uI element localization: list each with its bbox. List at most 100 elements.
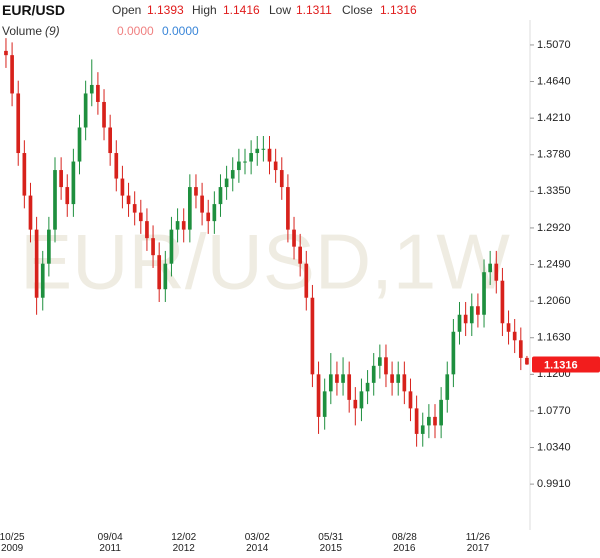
candle-body: [261, 148, 266, 150]
price-tag-label: 1.1316: [544, 359, 578, 371]
x-tick-label: 12/02 2012: [171, 532, 197, 554]
candle-body: [59, 170, 63, 188]
y-tick-label: 1.4640: [537, 75, 571, 87]
candle-body: [200, 195, 204, 213]
candle-body: [53, 170, 57, 230]
candle-body: [126, 195, 131, 205]
candle-body: [482, 272, 486, 315]
candle-body: [377, 357, 382, 366]
candle-body: [28, 195, 33, 230]
x-tick-label: 05/31 2015: [318, 532, 344, 554]
candle-body: [243, 161, 247, 163]
candle-body: [500, 280, 505, 324]
candle-body: [469, 306, 474, 324]
symbol: EUR/USD: [2, 2, 66, 18]
y-tick-label: 1.0340: [537, 441, 571, 453]
candle-body: [114, 153, 119, 179]
candle-body: [414, 408, 419, 434]
candle-body: [494, 263, 499, 281]
price-tag: [532, 356, 600, 373]
y-tick-label: 1.2060: [537, 295, 571, 307]
y-tick-label: 1.1630: [537, 332, 571, 344]
watermark: EUR/USD,1W: [20, 218, 510, 306]
y-tick-label: 1.2920: [537, 222, 571, 234]
candle-body: [328, 374, 333, 392]
y-tick-label: 0.9910: [537, 478, 571, 490]
candle-body: [255, 148, 260, 154]
high-label: High: [192, 3, 217, 17]
candle-body: [212, 204, 217, 222]
candle-body: [34, 229, 39, 298]
volume-period: (9): [45, 24, 60, 38]
open-label: Open: [112, 3, 142, 17]
candle-body: [77, 127, 82, 162]
candle-body: [273, 161, 278, 171]
candle-body: [194, 187, 198, 196]
candle-body: [488, 263, 492, 273]
y-tick-label: 1.5070: [537, 39, 571, 51]
candle-body: [525, 357, 529, 365]
candle-body: [445, 374, 450, 400]
close-value: 1.1316: [380, 3, 417, 17]
volume-label: Volume: [2, 24, 43, 38]
volume-value: 0.0000: [162, 24, 199, 38]
candle-body: [427, 416, 431, 426]
candle-body: [457, 314, 462, 332]
candle-body: [138, 212, 143, 222]
candle-body: [316, 374, 321, 417]
candle-body: [433, 416, 437, 426]
candle-body: [10, 55, 14, 94]
candle-body: [476, 306, 480, 315]
candle-body: [286, 187, 290, 230]
candle-body: [267, 148, 272, 162]
high-value: 1.1416: [223, 3, 260, 17]
candle-body: [132, 204, 137, 213]
candle-body: [347, 374, 352, 400]
candle-body: [206, 212, 211, 222]
y-tick-label: 1.2490: [537, 258, 571, 270]
candle-body: [335, 374, 339, 383]
y-tick-label: 1.0770: [537, 405, 571, 417]
candle-body: [237, 161, 241, 171]
x-tick-label: 03/02 2014: [244, 532, 270, 554]
candle-body: [83, 93, 88, 128]
candle-body: [181, 221, 186, 230]
candle-body: [71, 161, 76, 205]
candle-body: [420, 425, 425, 434]
candle-body: [157, 255, 162, 290]
candle-body: [384, 357, 388, 375]
candle-body: [451, 331, 456, 375]
candle-body: [169, 229, 174, 264]
candle-body: [304, 263, 309, 298]
candle-body: [341, 374, 345, 383]
low-value: 1.1311: [296, 3, 332, 17]
candle-body: [322, 391, 327, 417]
candle-body: [22, 153, 27, 196]
candle-body: [359, 391, 364, 409]
candle-body: [310, 297, 315, 375]
candle-body: [279, 170, 284, 188]
candle-body: [151, 238, 155, 256]
candle-body: [390, 374, 394, 383]
candle-body: [463, 314, 468, 324]
candle-body: [65, 187, 70, 205]
y-tick-label: 1.4210: [537, 112, 571, 124]
candle-body: [230, 170, 235, 179]
candle-body: [506, 323, 511, 332]
candle-body: [163, 263, 168, 290]
candle-body: [365, 382, 370, 392]
candle-body: [96, 84, 100, 102]
candle-body: [396, 374, 401, 383]
candle-body: [89, 84, 94, 94]
candle-body: [4, 50, 8, 56]
candle-body: [408, 391, 413, 409]
candle-body: [145, 221, 149, 239]
candle-body: [47, 229, 51, 264]
candle-body: [218, 187, 223, 205]
open-value: 1.1393: [147, 3, 184, 17]
candle-body: [512, 331, 517, 341]
candle-body: [187, 187, 192, 230]
low-label: Low: [269, 3, 292, 17]
